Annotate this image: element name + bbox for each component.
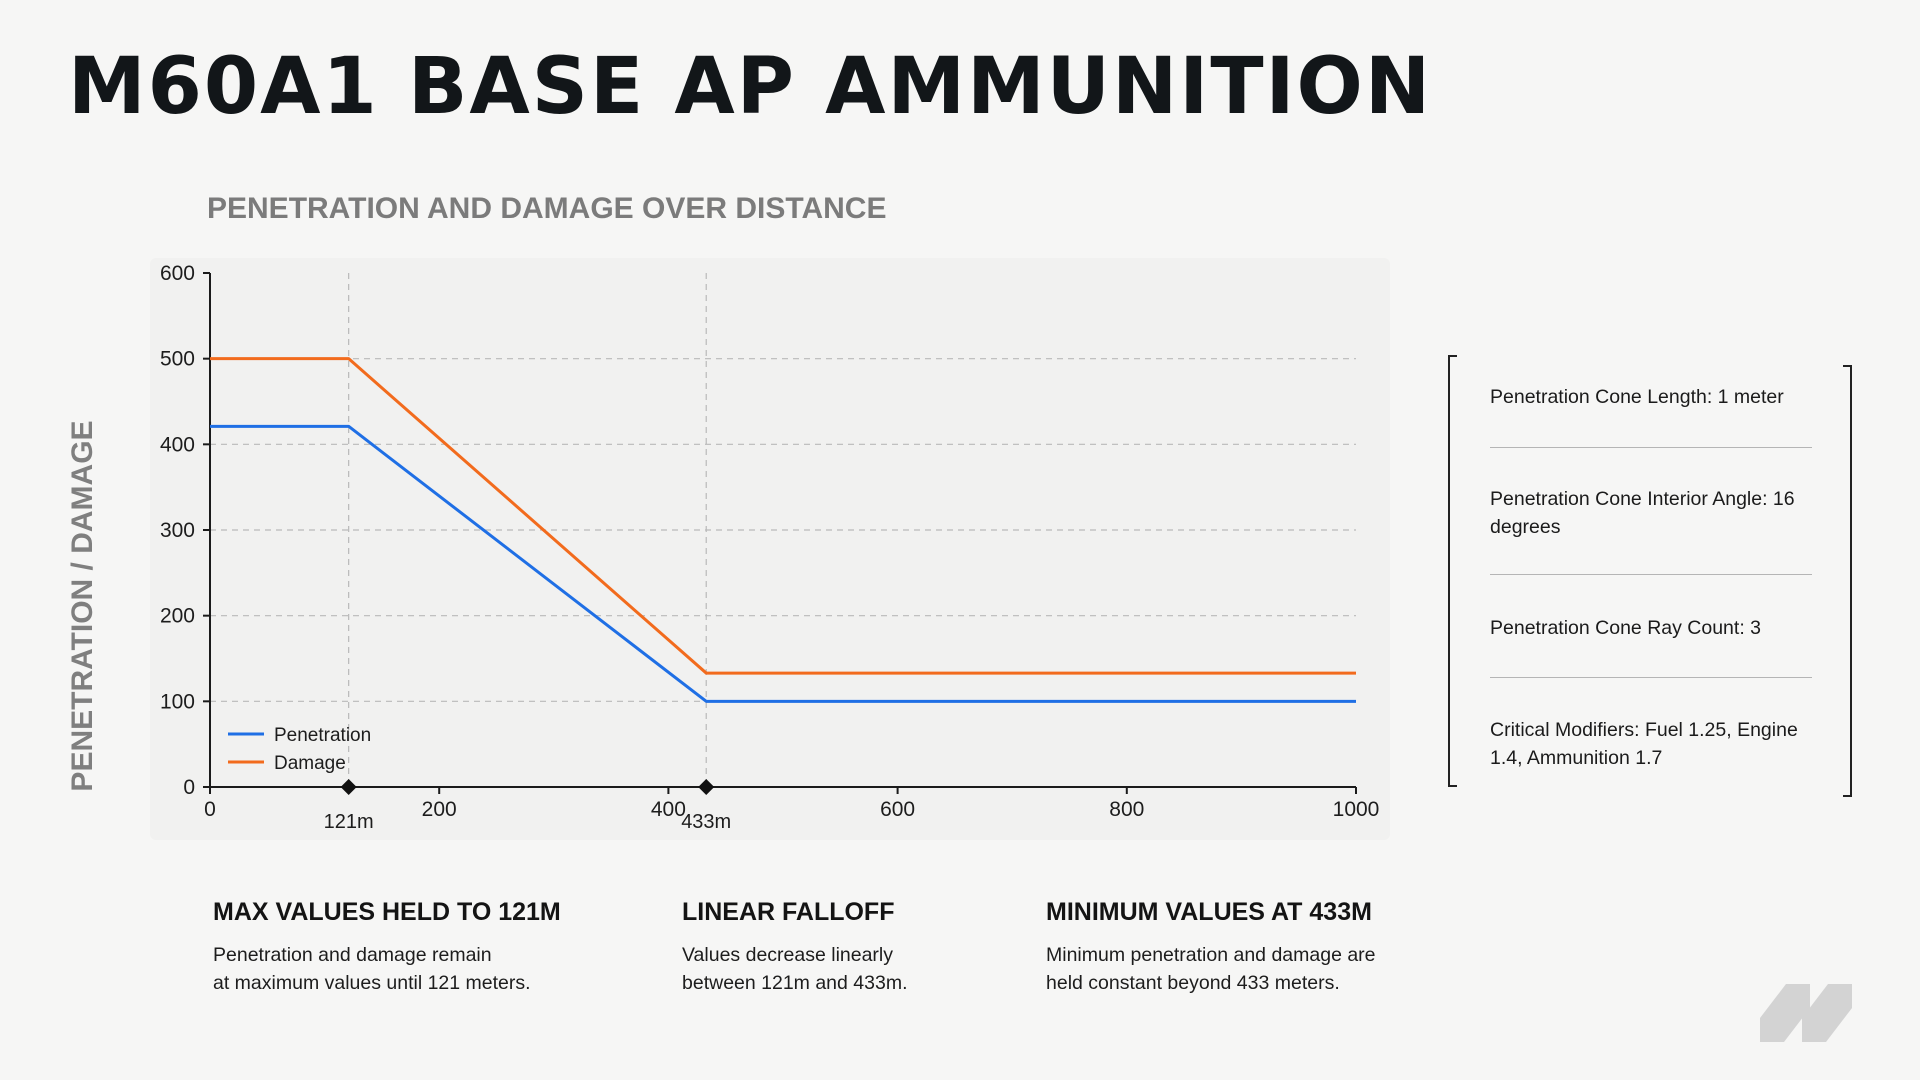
y-tick-label: 600 (160, 262, 195, 285)
y-tick-label: 0 (183, 776, 195, 799)
note-line: at maximum values until 121 meters. (213, 972, 531, 994)
note-line: Values decrease linearly (682, 944, 894, 966)
series-line-damage (210, 357, 1356, 675)
note-line: Minimum penetration and damage are (1046, 944, 1376, 966)
note-line: Penetration and damage remain (213, 944, 492, 966)
spec-cone-length: Penetration Cone Length: 1 meter (1490, 386, 1784, 408)
y-tick-label: 500 (160, 348, 195, 371)
plot-background (150, 258, 1390, 840)
tick-labels: 0 100 200 300 400 500 600 0 200 400 600 800 1000 (160, 262, 1379, 821)
note-minimum-values: MINIMUM VALUES AT 433M Minimum penetrati… (1046, 898, 1376, 997)
page-title: M60A1 BASE AP AMMUNITION (68, 42, 1433, 132)
series-lines (210, 357, 1356, 703)
x-tick-label: 400 (651, 798, 686, 821)
specs-panel: Penetration Cone Length: 1 meter Penetra… (1448, 355, 1852, 797)
legend: Penetration Damage (228, 725, 371, 774)
bracket-right (1843, 365, 1852, 797)
spec-divider (1490, 677, 1812, 678)
note-max-values: MAX VALUES HELD TO 121M Penetration and … (213, 898, 561, 997)
chart: 0 100 200 300 400 500 600 0 200 400 600 800 1000 121… (150, 258, 1390, 840)
x-tick-label: 0 (204, 798, 216, 821)
note-line: between 121m and 433m. (682, 972, 908, 994)
spec-divider (1490, 574, 1812, 575)
note-line: held constant beyond 433 meters. (1046, 972, 1340, 994)
spec-critical-modifiers: Critical Modifiers: Fuel 1.25, Engine 1.… (1490, 719, 1798, 769)
marker-label: 433m (681, 811, 731, 833)
series-line-penetration (210, 424, 1356, 703)
y-tick-label: 300 (160, 519, 195, 542)
marker-label: 121m (324, 811, 374, 833)
note-title: MAX VALUES HELD TO 121M (213, 898, 561, 926)
spec-cone-angle: Penetration Cone Interior Angle: 16 degr… (1490, 488, 1795, 538)
note-title: LINEAR FALLOFF (682, 898, 895, 926)
spec-ray-count: Penetration Cone Ray Count: 3 (1490, 617, 1762, 639)
note-title: MINIMUM VALUES AT 433M (1046, 898, 1372, 926)
legend-label-penetration: Penetration (274, 725, 371, 746)
x-tick-label: 800 (1109, 798, 1144, 821)
distance-markers: 121m 433m (324, 779, 731, 833)
y-tick-label: 400 (160, 433, 195, 456)
marker-diamond (698, 779, 715, 795)
marker-diamond (340, 779, 357, 795)
y-tick-label: 100 (160, 690, 195, 713)
logo-shape (1802, 984, 1852, 1042)
spec-divider (1490, 447, 1812, 448)
chart-title: PENETRATION AND DAMAGE OVER DISTANCE (207, 192, 887, 225)
legend-label-damage: Damage (274, 753, 346, 774)
y-tick-label: 200 (160, 605, 195, 628)
bracket-left (1448, 355, 1457, 787)
grid-lines (210, 273, 1356, 787)
x-tick-label: 1000 (1333, 798, 1380, 821)
brand-logo-icon (1760, 984, 1852, 1042)
logo-shape (1760, 984, 1810, 1042)
x-tick-label: 600 (880, 798, 915, 821)
x-tick-label: 200 (422, 798, 457, 821)
note-linear-falloff: LINEAR FALLOFF Values decrease linearly … (682, 898, 908, 997)
